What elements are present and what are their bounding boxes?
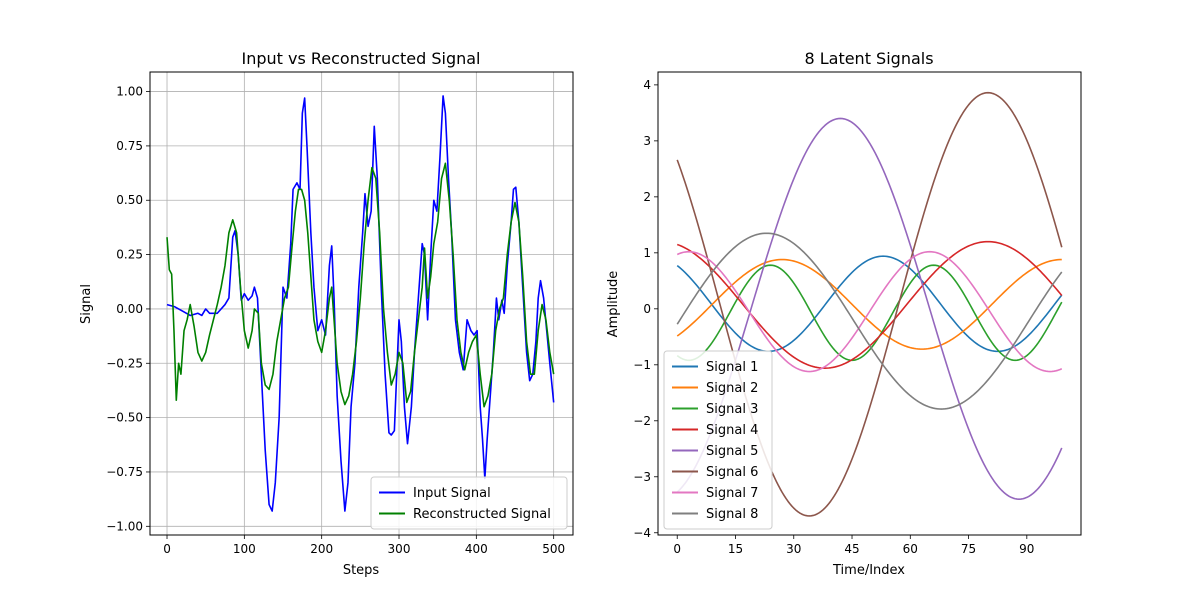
- left-y-tick-label: 0.00: [116, 302, 143, 316]
- right-y-tick-label: 1: [643, 246, 651, 260]
- left-y-tick-label: −1.00: [106, 519, 143, 533]
- left-x-tick-label: 500: [542, 542, 565, 556]
- right-y-tick-label: −3: [633, 470, 651, 484]
- right-y-tick-label: 2: [643, 190, 651, 204]
- left-y-tick-label: −0.25: [106, 356, 143, 370]
- right-series-line-signal-3: [676, 264, 1063, 362]
- left-x-tick-label: 300: [388, 542, 411, 556]
- right-x-tick-label: 90: [1019, 542, 1034, 556]
- right-y-tick-label: −2: [633, 414, 651, 428]
- right-x-tick-label: 15: [728, 542, 743, 556]
- left-axes-frame: [149, 71, 574, 536]
- right-x-tick-label: 0: [673, 542, 681, 556]
- right-y-axis-label: Amplitude: [606, 271, 621, 338]
- right-legend-label-signal-1: Signal 1: [706, 360, 758, 375]
- right-legend-label-signal-7: Signal 7: [706, 486, 758, 501]
- right-x-tick-label: 60: [903, 542, 918, 556]
- left-series: [166, 95, 555, 512]
- left-y-tick-label: −0.75: [106, 465, 143, 479]
- right-x-tick-label: 75: [961, 542, 976, 556]
- right-x-axis-label: Time/Index: [832, 563, 905, 578]
- right-legend-label-signal-4: Signal 4: [706, 423, 758, 438]
- left-y-tick-label: 0.75: [116, 139, 143, 153]
- left-legend-box: [370, 476, 568, 530]
- right-legend-label-signal-8: Signal 8: [706, 507, 758, 522]
- left-y-tick-label: 1.00: [116, 85, 143, 99]
- right-y-tick-label: −1: [633, 358, 651, 372]
- left-x-tick-label: 400: [465, 542, 488, 556]
- left-y-tick-label: −0.50: [106, 411, 143, 425]
- right-y-tick-label: −4: [633, 526, 651, 540]
- left-x-ticks: 0 100 200 300 400 500: [163, 535, 565, 556]
- left-y-ticks: −1.00 −0.75 −0.50 −0.25 0.00 0.25 0.50 0.75 1.00: [106, 85, 150, 533]
- left-y-tick-label: 0.50: [116, 193, 143, 207]
- left-series-line-reconstructed-signal: [166, 162, 555, 408]
- left-legend-label-reconstructed-signal: Reconstructed Signal: [413, 507, 551, 522]
- right-legend-label-signal-2: Signal 2: [706, 381, 758, 396]
- left-chart-title: Input vs Reconstructed Signal: [241, 49, 480, 68]
- left-x-tick-label: 0: [163, 542, 171, 556]
- left-y-tick-label: 0.25: [116, 248, 143, 262]
- right-axes-frame: [657, 71, 1082, 536]
- right-legend-box: [663, 350, 773, 530]
- left-x-axis-label: Steps: [343, 563, 380, 578]
- input-vs-reconstructed-chart: 0 100 200 300 400 500 −1.00 −0.75 −0.50 −0.25 0.0…: [79, 49, 574, 578]
- left-legend: Input Signal Reconstructed Signal: [370, 476, 568, 530]
- right-series-line-signal-5: [676, 117, 1063, 500]
- right-legend-label-signal-6: Signal 6: [706, 465, 758, 480]
- latent-signals-chart: 0 15 30 45 60 75 90 −4 −3 −2 −1 0 1 2 3 4 8 Latent Sig…: [606, 49, 1082, 578]
- right-series-line-signal-2: [676, 258, 1062, 350]
- right-series-line-signal-8: [676, 232, 1063, 410]
- right-x-ticks: 0 15 30 45 60 75 90: [673, 535, 1034, 556]
- right-y-tick-label: 4: [643, 78, 651, 92]
- right-series: [676, 91, 1063, 517]
- right-x-tick-label: 30: [786, 542, 801, 556]
- right-legend-label-signal-3: Signal 3: [706, 402, 758, 417]
- right-y-tick-label: 0: [643, 302, 651, 316]
- right-y-tick-label: 3: [643, 134, 651, 148]
- right-y-ticks: −4 −3 −2 −1 0 1 2 3 4: [633, 78, 658, 540]
- right-series-line-signal-7: [676, 250, 1063, 373]
- left-series-line-input-signal: [166, 95, 555, 512]
- left-x-tick-label: 200: [310, 542, 333, 556]
- right-x-tick-label: 45: [844, 542, 859, 556]
- left-legend-label-input-signal: Input Signal: [413, 486, 491, 501]
- left-y-axis-label: Signal: [79, 284, 94, 324]
- right-legend: Signal 1 Signal 2 Signal 3 Signal 4 Signal 5…: [663, 350, 773, 530]
- right-legend-label-signal-5: Signal 5: [706, 444, 758, 459]
- left-x-tick-label: 100: [233, 542, 256, 556]
- right-chart-title: 8 Latent Signals: [804, 49, 933, 68]
